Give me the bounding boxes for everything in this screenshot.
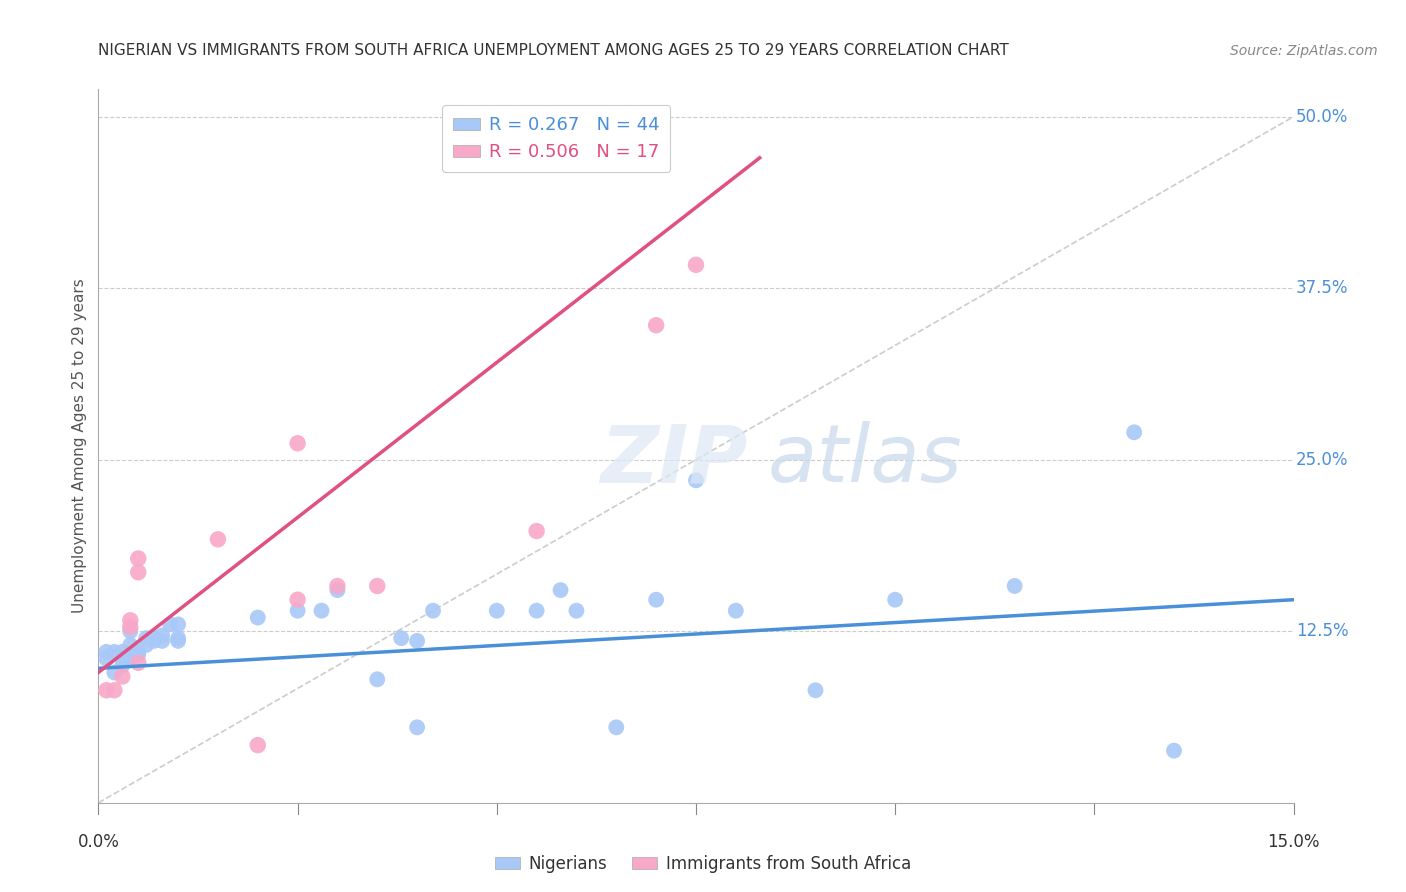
Text: 25.0%: 25.0% <box>1296 450 1348 468</box>
Point <box>1163 744 1185 758</box>
Point <box>127 645 149 659</box>
Point <box>526 604 548 618</box>
Point <box>96 683 118 698</box>
Point <box>326 579 349 593</box>
Point <box>287 592 309 607</box>
Point <box>143 633 166 648</box>
Point <box>103 645 125 659</box>
Point <box>605 720 627 734</box>
Point <box>103 665 125 680</box>
Point <box>246 610 269 624</box>
Point <box>207 533 229 547</box>
Point <box>645 592 668 607</box>
Point <box>127 551 149 566</box>
Text: NIGERIAN VS IMMIGRANTS FROM SOUTH AFRICA UNEMPLOYMENT AMONG AGES 25 TO 29 YEARS : NIGERIAN VS IMMIGRANTS FROM SOUTH AFRICA… <box>98 43 1010 58</box>
Point <box>366 673 388 687</box>
Point <box>389 631 412 645</box>
Point <box>485 604 508 618</box>
Point <box>550 583 572 598</box>
Point <box>167 617 190 632</box>
Point <box>884 592 907 607</box>
Point <box>120 620 142 634</box>
Point <box>167 631 190 645</box>
Point <box>422 604 444 618</box>
Point <box>96 651 118 665</box>
Point <box>143 631 166 645</box>
Point <box>120 638 142 652</box>
Text: 37.5%: 37.5% <box>1296 279 1348 297</box>
Point <box>565 604 588 618</box>
Point <box>127 566 149 580</box>
Point <box>127 656 149 670</box>
Point <box>111 645 134 659</box>
Point <box>287 436 309 450</box>
Point <box>526 524 548 538</box>
Point <box>246 738 269 752</box>
Point <box>120 651 142 665</box>
Point <box>406 720 429 734</box>
Text: Source: ZipAtlas.com: Source: ZipAtlas.com <box>1230 44 1378 58</box>
Point <box>167 633 190 648</box>
Point <box>804 683 827 698</box>
Y-axis label: Unemployment Among Ages 25 to 29 years: Unemployment Among Ages 25 to 29 years <box>72 278 87 614</box>
Point <box>150 633 173 648</box>
Point <box>1004 579 1026 593</box>
Text: 15.0%: 15.0% <box>1267 833 1320 851</box>
Point <box>724 604 747 618</box>
Point <box>103 683 125 698</box>
Point <box>645 318 668 333</box>
Point <box>135 631 157 645</box>
Point <box>120 613 142 627</box>
Point <box>127 648 149 662</box>
Text: 50.0%: 50.0% <box>1296 108 1348 126</box>
Legend: R = 0.267   N = 44, R = 0.506   N = 17: R = 0.267 N = 44, R = 0.506 N = 17 <box>441 105 671 172</box>
Point <box>366 579 388 593</box>
Point <box>326 583 349 598</box>
Text: ZIP: ZIP <box>600 421 748 500</box>
Text: 0.0%: 0.0% <box>77 833 120 851</box>
Point <box>96 645 118 659</box>
Text: 12.5%: 12.5% <box>1296 623 1348 640</box>
Point <box>406 633 429 648</box>
Point <box>111 669 134 683</box>
Point <box>287 604 309 618</box>
Point <box>685 473 707 487</box>
Point <box>685 258 707 272</box>
Point <box>311 604 333 618</box>
Point <box>135 638 157 652</box>
Point <box>1123 425 1146 440</box>
Point <box>159 617 181 632</box>
Legend: Nigerians, Immigrants from South Africa: Nigerians, Immigrants from South Africa <box>488 848 918 880</box>
Point <box>111 658 134 673</box>
Text: atlas: atlas <box>768 421 963 500</box>
Point <box>120 624 142 639</box>
Point <box>150 628 173 642</box>
Point <box>111 651 134 665</box>
